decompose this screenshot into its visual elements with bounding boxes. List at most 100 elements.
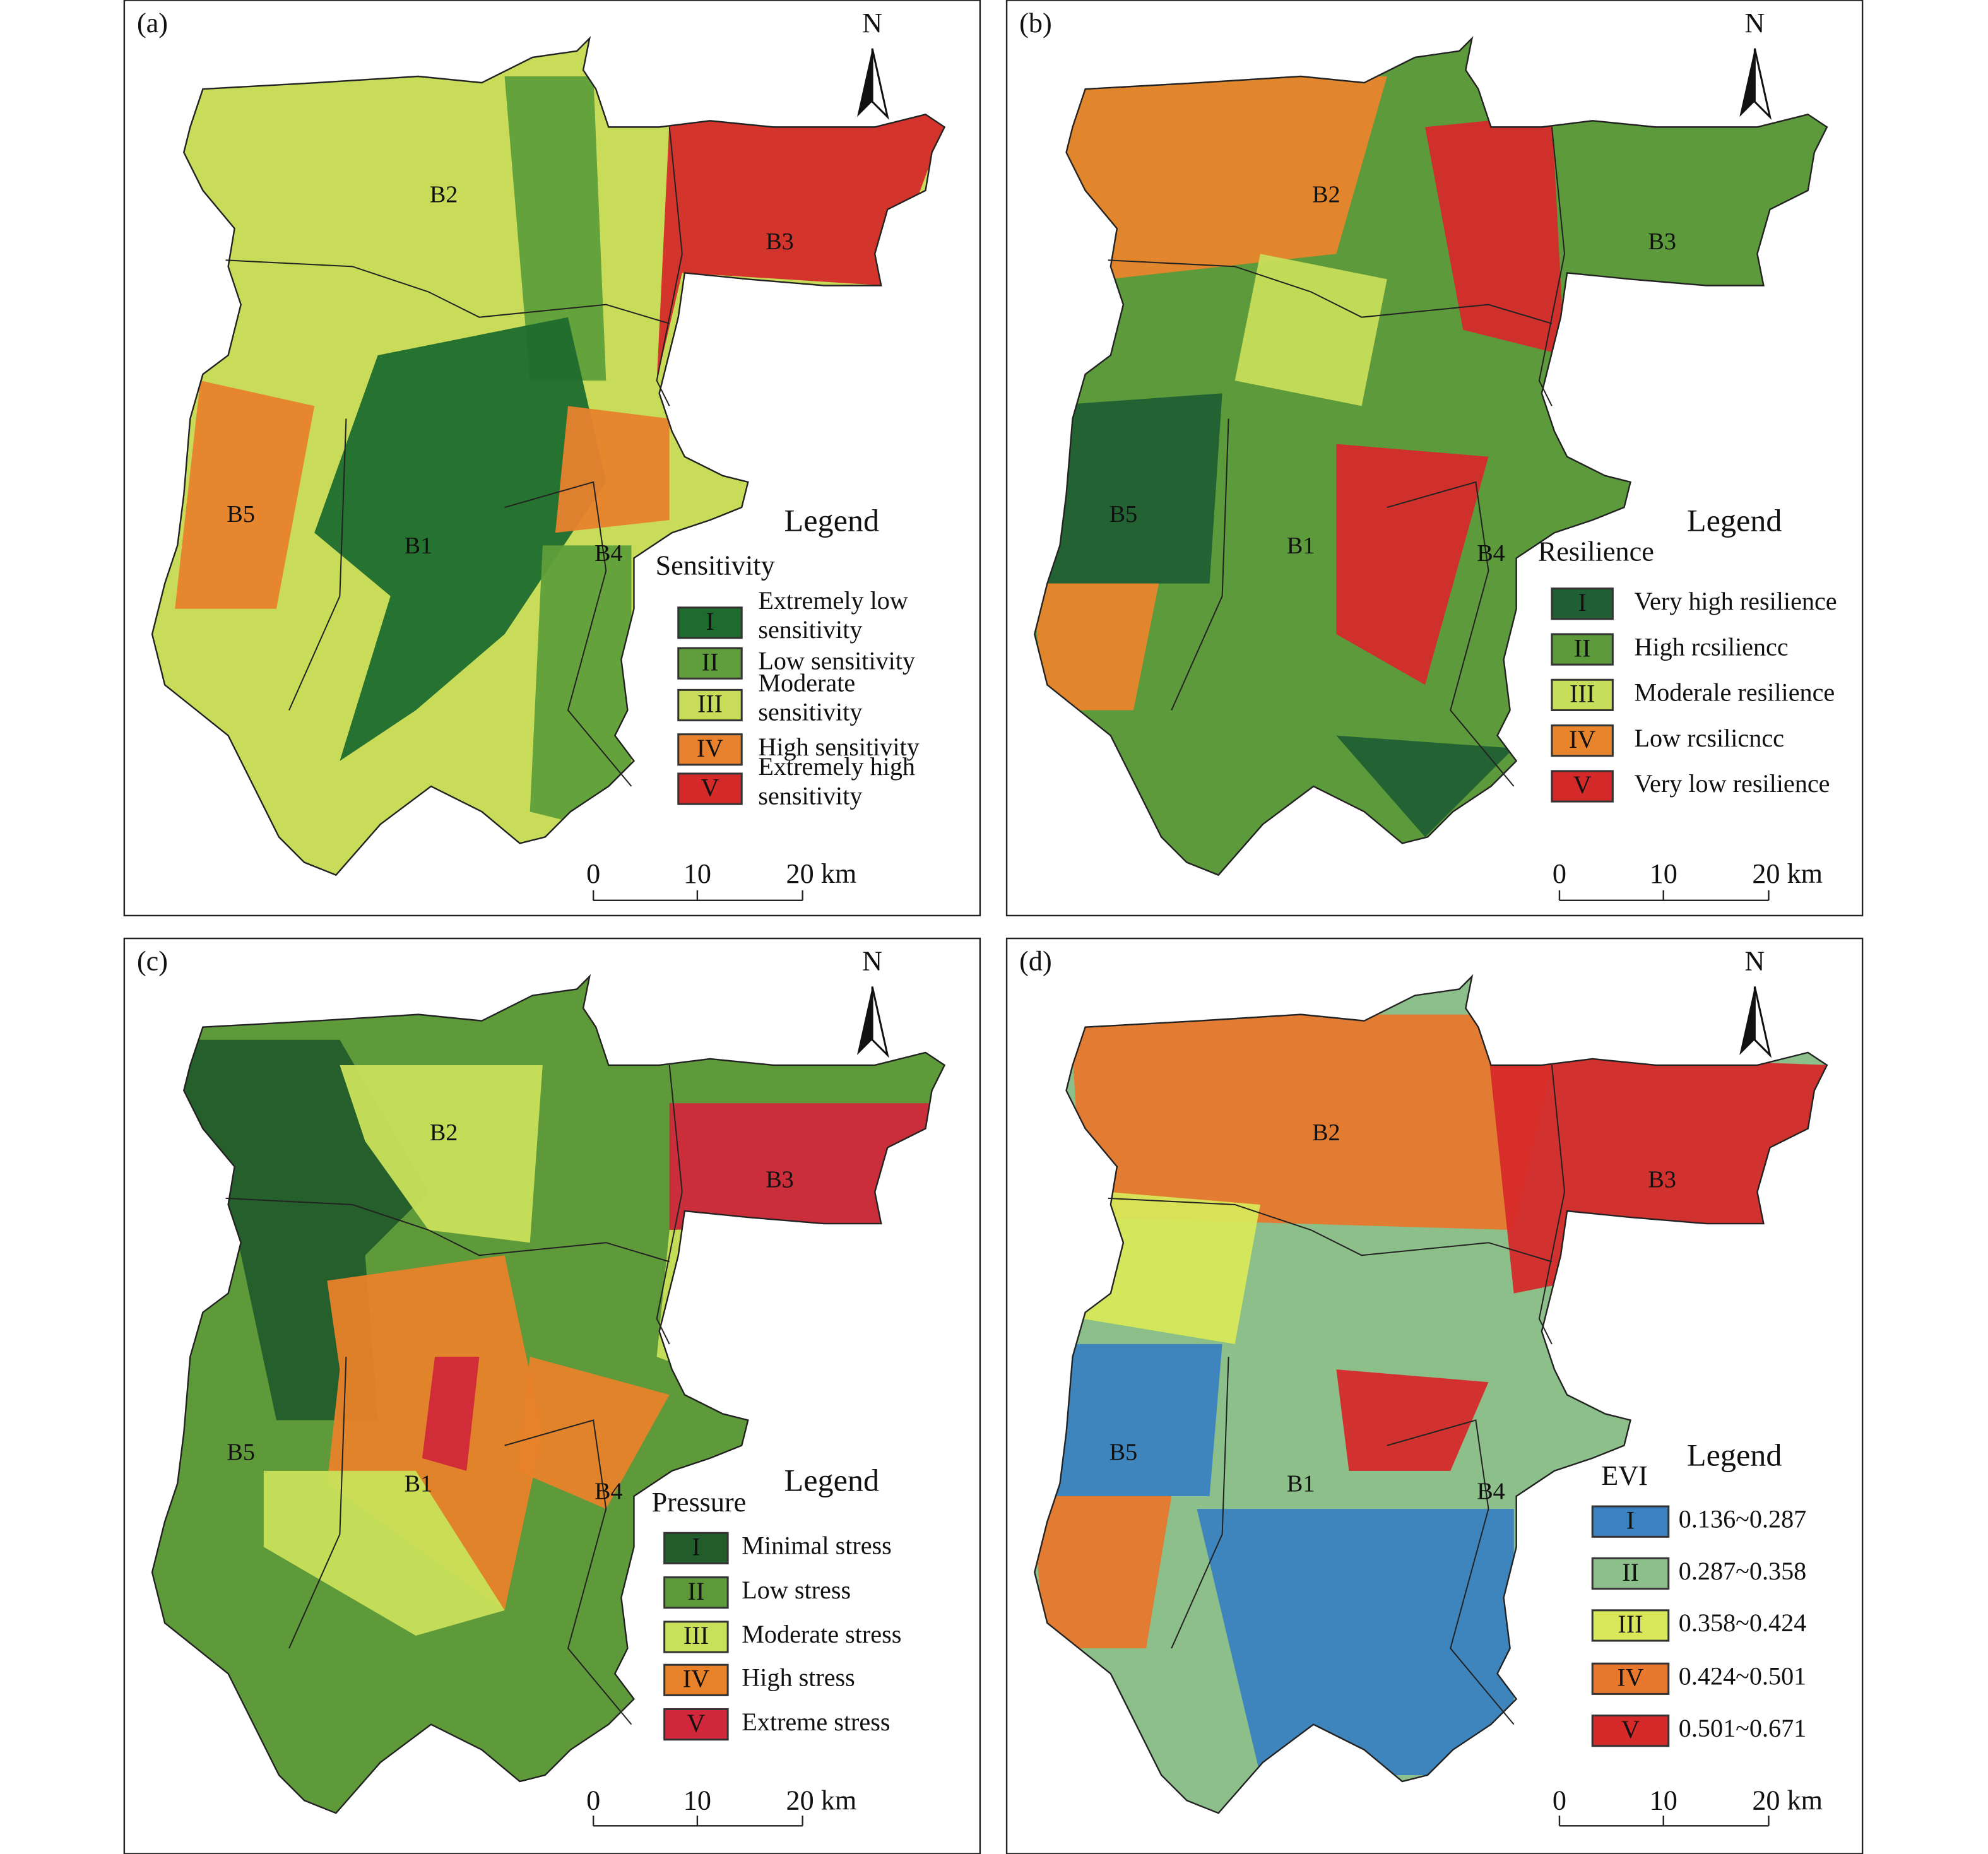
legend-subtitle: Resilience [1538, 536, 1654, 567]
region-label: B1 [1287, 533, 1315, 559]
region-label: B3 [1648, 1167, 1676, 1193]
basin-boundary [504, 481, 632, 787]
map-zone [340, 1065, 543, 1243]
basin-boundary [288, 418, 347, 711]
legend-label: Extremely high [758, 752, 915, 781]
legend-class: IV [1617, 1663, 1643, 1692]
map-outline [1034, 974, 1828, 1814]
scale-label: 10 [1650, 858, 1677, 889]
legend-title: Legend [1687, 503, 1782, 538]
panel: (b) B1 B2 B3 B4 B5 N Legend Resilience I Very high… [1005, 0, 1864, 917]
legend-label: Extremely low [758, 586, 908, 615]
legend-swatch [1551, 633, 1614, 666]
legend-subtitle: Sensitivity [656, 550, 775, 581]
legend-label: Low stress [742, 1576, 851, 1604]
north-arrow [1753, 986, 1772, 1058]
legend-label: Very high resilience [1635, 587, 1837, 615]
legend-label: Very low resilience [1635, 769, 1830, 798]
basin-boundary [225, 1197, 670, 1263]
region-label: B3 [1648, 228, 1676, 255]
legend-swatch [677, 647, 743, 680]
scale-label: 0 [586, 1785, 600, 1816]
scale-label: 0 [1553, 1785, 1566, 1816]
panel-label: (d) [1019, 945, 1052, 976]
north-arrow [1739, 48, 1755, 117]
panel: (c) B1 B2 B3 B4 B5 N Legend Pressure I Minimal str… [123, 937, 981, 1854]
north-arrow [1753, 48, 1772, 121]
legend-label: sensitivity [758, 615, 862, 644]
legend-swatch [1591, 1662, 1670, 1695]
legend-class: IV [1569, 725, 1595, 753]
north-arrow [857, 986, 873, 1055]
region-label: B1 [1287, 1471, 1315, 1497]
map-zone [1034, 393, 1222, 584]
legend-subtitle: Pressure [652, 1487, 747, 1518]
legend-label: sensitivity [758, 698, 862, 726]
region-label: B5 [1109, 1439, 1138, 1465]
scale-label: 20 km [1752, 858, 1823, 889]
north-label: N [1744, 945, 1765, 976]
map-zone [175, 381, 315, 609]
legend-label: Low rcsilicncc [1635, 724, 1784, 752]
legend-label: Moderate stress [742, 1620, 901, 1648]
map-zone [1336, 444, 1489, 685]
legend-title: Legend [1687, 1437, 1782, 1472]
legend-label: Low sensitivity [758, 646, 915, 675]
panel-label: (a) [137, 8, 168, 38]
legend-subtitle: EVI [1601, 1460, 1648, 1491]
region-label: B3 [766, 228, 794, 255]
basin-boundary [1108, 259, 1553, 324]
scale-label: 20 km [786, 1785, 857, 1816]
north-label: N [1744, 8, 1765, 38]
map-zone [656, 114, 945, 381]
region-label: B1 [405, 533, 433, 559]
legend-class: III [697, 690, 723, 718]
map-zone [530, 545, 632, 837]
legend-swatch [677, 688, 743, 722]
map-zone [517, 1357, 670, 1509]
map-zone [1044, 1343, 1222, 1497]
legend-title: Legend [784, 503, 880, 538]
legend-label: High stress [742, 1663, 855, 1692]
legend-label: Extreme stress [742, 1708, 890, 1736]
scale-label: 10 [683, 858, 711, 889]
legend-class: I [1626, 1506, 1635, 1534]
scale-label: 10 [1650, 1785, 1677, 1816]
legend-class: III [1618, 1610, 1643, 1638]
north-arrow [1739, 986, 1755, 1055]
legend-swatch [1551, 724, 1614, 757]
region-label: B4 [1477, 1479, 1505, 1505]
legend-class: V [1621, 1715, 1640, 1744]
legend-class: I [706, 607, 714, 635]
map-outline [151, 36, 946, 877]
panel-label: (c) [137, 945, 168, 976]
legend-class: III [683, 1621, 709, 1650]
legend-label: Moderale resilience [1635, 678, 1835, 707]
legend-class: II [688, 1577, 705, 1605]
legend-class: II [1574, 634, 1591, 662]
legend-swatch [677, 772, 743, 805]
legend-label: High sensitivity [758, 733, 919, 761]
legend-swatch [1591, 1557, 1670, 1590]
legend-label: 0.358~0.424 [1679, 1609, 1806, 1637]
legend-class: II [1622, 1558, 1639, 1586]
region-label: B2 [1312, 1119, 1340, 1146]
legend-title: Legend [784, 1462, 880, 1497]
basin-boundary [656, 127, 683, 406]
region-label: B5 [227, 1439, 255, 1465]
legend-swatch [663, 1576, 729, 1609]
map-zone [1034, 1496, 1172, 1649]
region-label: B5 [227, 501, 255, 528]
legend-class: V [701, 773, 719, 801]
north-label: N [862, 8, 882, 38]
map-zone [1425, 114, 1565, 355]
legend-class: II [702, 647, 719, 676]
basin-boundary [1538, 127, 1566, 406]
legend-class: I [692, 1533, 700, 1561]
scale-label: 20 km [786, 858, 857, 889]
region-label: B4 [1477, 540, 1505, 567]
map-zone [1070, 1014, 1565, 1231]
basin-boundary [1171, 1356, 1229, 1649]
region-label: B4 [595, 1479, 623, 1505]
